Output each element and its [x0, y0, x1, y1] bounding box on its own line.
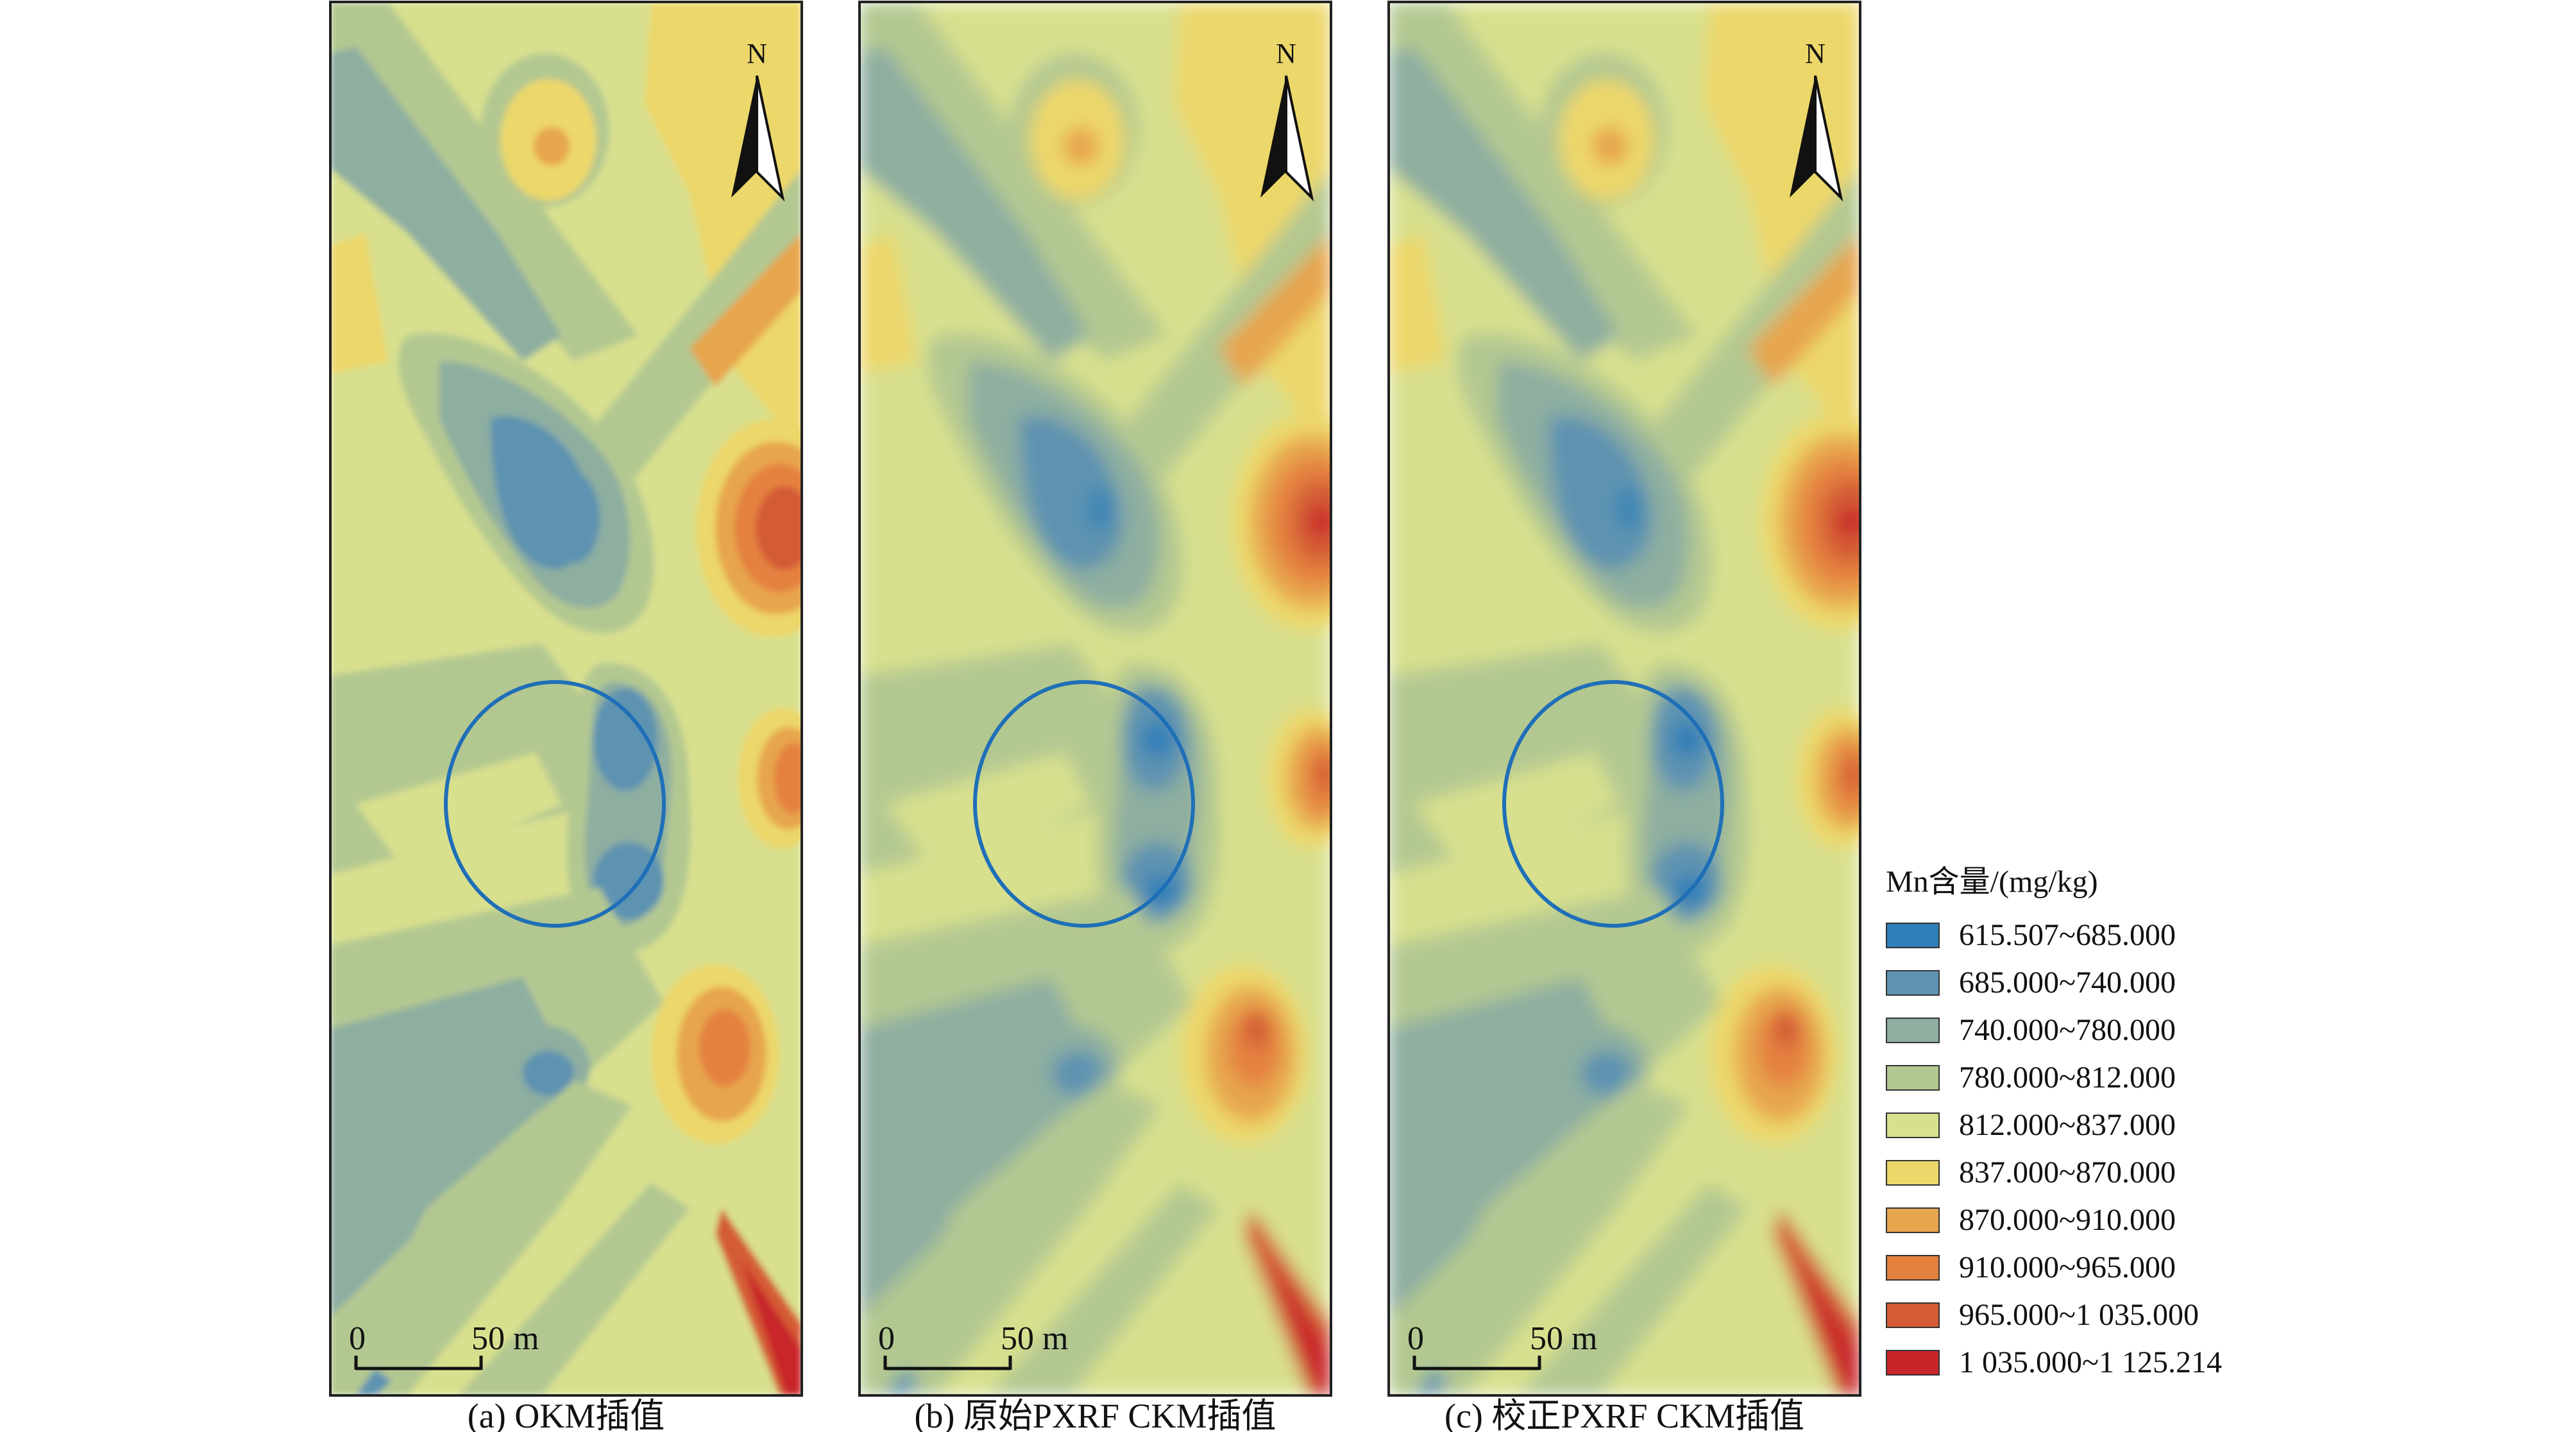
panel-caption: (b) 原始PXRF CKM插值: [914, 1397, 1276, 1432]
legend-item: 870.000~910.000: [1886, 1197, 2373, 1244]
legend-item: 615.507~685.000: [1886, 912, 2373, 959]
legend-item: 780.000~812.000: [1886, 1054, 2373, 1102]
north-label: N: [1276, 38, 1296, 69]
legend-label: 965.000~1 035.000: [1959, 1298, 2199, 1332]
map-panel: N 0 50 m: [329, 1, 803, 1397]
interpolation-surface: [330, 2, 802, 1395]
north-arrow-icon: N: [1790, 38, 1843, 202]
scale-distance-label: 50 m: [1001, 1320, 1068, 1357]
legend-swatch: [1886, 1065, 1940, 1091]
legend-title: Mn含量/(mg/kg): [1886, 865, 2098, 899]
highlight-circle: [444, 680, 666, 928]
north-label: N: [1805, 38, 1826, 69]
scale-bar: 0 50 m: [1407, 1320, 1597, 1370]
legend-swatch: [1886, 1160, 1940, 1186]
legend-label: 910.000~965.000: [1959, 1250, 2176, 1284]
legend-label: 1 035.000~1 125.214: [1959, 1345, 2222, 1379]
map-panel: N 0 50 m: [858, 1, 1332, 1397]
scale-bar: 0 50 m: [349, 1320, 539, 1370]
legend-item: 837.000~870.000: [1886, 1149, 2373, 1197]
map-frame: [329, 1, 803, 1397]
scale-zero-label: 0: [1407, 1320, 1424, 1357]
legend-item: 965.000~1 035.000: [1886, 1291, 2373, 1339]
legend-swatch: [1886, 1207, 1940, 1233]
legend-item: 740.000~780.000: [1886, 1007, 2373, 1054]
legend-label: 685.000~740.000: [1959, 966, 2176, 1000]
north-label: N: [747, 38, 767, 69]
north-arrow-icon: N: [1260, 38, 1314, 202]
legend-swatch: [1886, 1350, 1940, 1376]
north-arrow-icon: N: [731, 38, 785, 202]
interpolation-surface: [860, 2, 1331, 1395]
legend-label: 837.000~870.000: [1959, 1155, 2176, 1189]
legend-item: 1 035.000~1 125.214: [1886, 1339, 2373, 1386]
scale-bar: 0 50 m: [878, 1320, 1068, 1370]
map-frame: [858, 1, 1332, 1397]
legend-swatch: [1886, 923, 1940, 948]
scale-distance-label: 50 m: [471, 1320, 539, 1357]
interpolation-surface: [1389, 2, 1860, 1395]
legend-swatch: [1886, 1255, 1940, 1281]
panel-caption: (c) 校正PXRF CKM插值: [1445, 1397, 1804, 1432]
legend-item: 685.000~740.000: [1886, 959, 2373, 1007]
scale-zero-label: 0: [349, 1320, 366, 1357]
legend-item: 812.000~837.000: [1886, 1102, 2373, 1149]
legend-label: 740.000~780.000: [1959, 1013, 2176, 1047]
legend-item: 910.000~965.000: [1886, 1244, 2373, 1291]
panel-caption: (a) OKM插值: [468, 1397, 665, 1432]
map-frame: [1387, 1, 1861, 1397]
legend-swatch: [1886, 1018, 1940, 1043]
map-panel: N 0 50 m: [1387, 1, 1861, 1397]
legend-label: 780.000~812.000: [1959, 1061, 2176, 1095]
scale-distance-label: 50 m: [1530, 1320, 1597, 1357]
legend-label: 870.000~910.000: [1959, 1203, 2176, 1237]
legend-label: 615.507~685.000: [1959, 918, 2176, 952]
legend: Mn含量/(mg/kg) 615.507~685.000 685.000~740.…: [1886, 863, 2373, 1386]
legend-label: 812.000~837.000: [1959, 1108, 2176, 1142]
highlight-circle: [973, 680, 1195, 928]
highlight-circle: [1502, 680, 1724, 928]
scale-zero-label: 0: [878, 1320, 895, 1357]
legend-swatch: [1886, 1302, 1940, 1328]
legend-swatch: [1886, 970, 1940, 996]
legend-swatch: [1886, 1112, 1940, 1138]
